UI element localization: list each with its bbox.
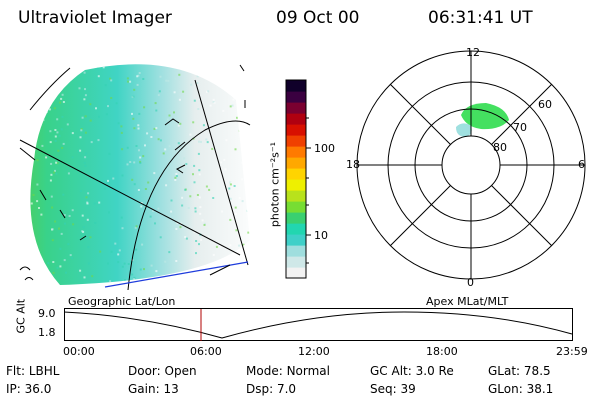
altitude-curve — [64, 311, 573, 339]
colorbar-segment — [286, 124, 306, 136]
footer-mode: Mode: Normal — [246, 364, 330, 378]
colorbar-segment — [286, 267, 306, 279]
colorbar-segment — [286, 190, 306, 202]
colorbar-segment — [286, 234, 306, 246]
terminator-line — [104, 261, 249, 288]
colorbar-segment — [286, 146, 306, 158]
altitude-plot — [64, 308, 573, 341]
footer-glat: GLat: 78.5 — [488, 364, 551, 378]
polar-plot — [356, 50, 586, 280]
polar-spokes — [357, 51, 585, 279]
y-tick-1-8: 1.8 — [38, 326, 56, 339]
colorbar-segment — [286, 91, 306, 103]
date-label: 09 Oct 00 — [276, 8, 360, 28]
colorbar-segment — [286, 168, 306, 180]
polar-ring-80: 80 — [493, 141, 507, 154]
geographic-label: Geographic Lat/Lon — [68, 295, 176, 308]
x-tick-1200: 12:00 — [298, 345, 330, 358]
colorbar-segment — [286, 212, 306, 224]
polar-label-12: 12 — [466, 46, 480, 59]
footer-glon: GLon: 38.1 — [488, 382, 554, 396]
colorbar-tick-10: 10 — [314, 229, 328, 242]
colorbar-tick-100: 100 — [314, 142, 335, 155]
instrument-title: Ultraviolet Imager — [18, 8, 172, 28]
footer-gc-alt: GC Alt: 3.0 Re — [370, 364, 454, 378]
auroral-oval — [456, 103, 509, 137]
colorbar-segment — [286, 256, 306, 268]
footer-seq: Seq: 39 — [370, 382, 416, 396]
polar-ring-60: 60 — [538, 98, 552, 111]
apex-label: Apex MLat/MLT — [426, 295, 509, 308]
polar-label-18: 18 — [346, 158, 360, 171]
colorbar-segment — [286, 201, 306, 213]
colorbar-segment — [286, 179, 306, 191]
colorbar-segment — [286, 245, 306, 257]
uv-earth-image — [19, 64, 251, 290]
colorbar-segment — [286, 80, 306, 92]
polar-ring-70: 70 — [513, 121, 527, 134]
footer-flt: Flt: LBHL — [6, 364, 60, 378]
footer-dsp: Dsp: 7.0 — [246, 382, 297, 396]
colorbar-segment — [286, 113, 306, 125]
colorbar — [285, 79, 311, 279]
y-tick-9: 9.0 — [38, 307, 56, 320]
earth-disk — [30, 64, 250, 286]
colorbar-segment — [286, 157, 306, 169]
footer-door: Door: Open — [128, 364, 197, 378]
footer-gain: Gain: 13 — [128, 382, 179, 396]
colorbar-segment — [286, 223, 306, 235]
polar-label-0: 0 — [467, 276, 474, 289]
coastlines — [19, 64, 246, 281]
time-label: 06:31:41 UT — [428, 8, 533, 28]
gc-alt-axis-label: GC Alt — [14, 298, 28, 334]
x-tick-0600: 06:00 — [190, 345, 222, 358]
footer-ip: IP: 36.0 — [6, 382, 52, 396]
polar-label-6: 6 — [578, 158, 585, 171]
colorbar-segment — [286, 135, 306, 147]
x-tick-1800: 18:00 — [426, 345, 458, 358]
colorbar-unit-label: photon cm⁻²s⁻¹ — [268, 141, 282, 228]
x-tick-2359: 23:59 — [556, 345, 588, 358]
lat-lon-grid — [19, 67, 251, 290]
colorbar-segment — [286, 102, 306, 114]
x-tick-0000: 00:00 — [63, 345, 95, 358]
colorbar-gradient — [286, 80, 306, 279]
